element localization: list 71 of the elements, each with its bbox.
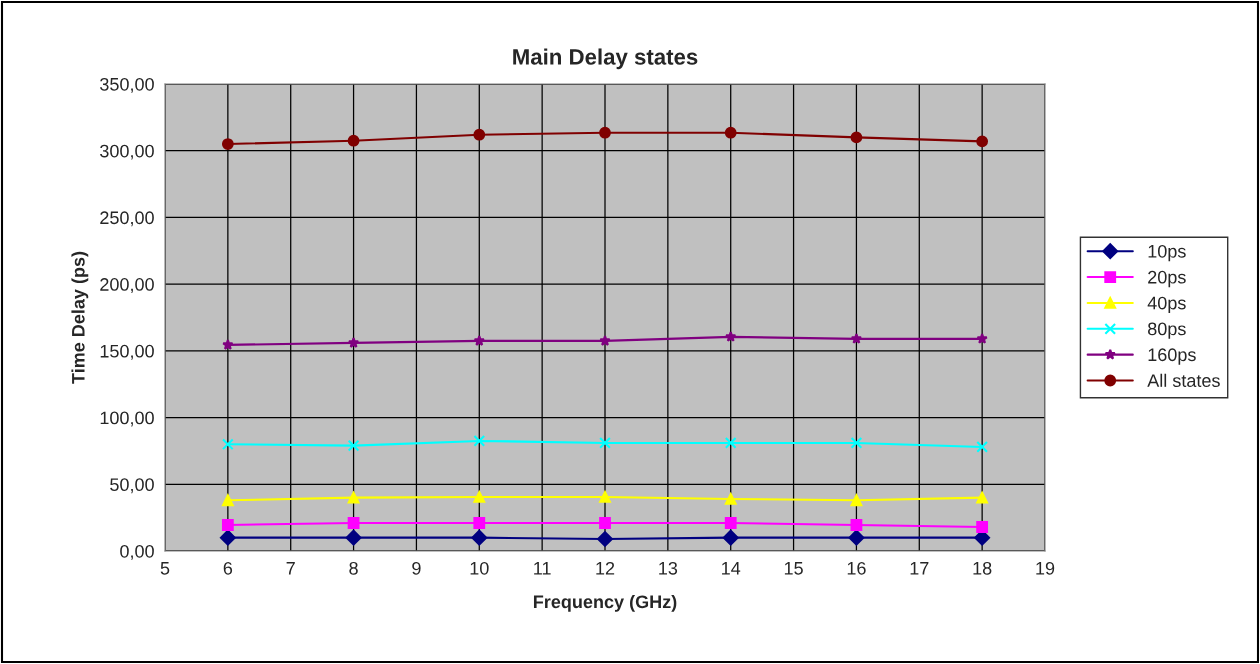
x-tick-label: 8 — [349, 561, 358, 575]
x-tick-label: 6 — [223, 561, 233, 575]
point — [850, 131, 863, 144]
point — [221, 438, 234, 451]
point — [976, 135, 989, 148]
x-axis-title: Frequency (GHz) — [533, 594, 677, 612]
point — [850, 332, 863, 344]
legend-label: All states — [1147, 373, 1220, 387]
legend-label: 20ps — [1148, 270, 1186, 288]
point — [221, 138, 234, 150]
point — [976, 521, 989, 533]
point — [347, 491, 360, 504]
point — [850, 494, 863, 507]
point — [219, 529, 236, 546]
legend-label: 160ps — [1148, 348, 1196, 365]
point — [599, 437, 611, 449]
y-tick-label: 150,00 — [100, 344, 154, 360]
point — [724, 517, 737, 529]
y-tick-label: 100,00 — [100, 411, 154, 427]
y-tick-label: 250,00 — [100, 211, 154, 227]
point — [850, 519, 863, 531]
x-tick-label: 7 — [286, 562, 295, 575]
x-tick-label: 19 — [1036, 561, 1055, 575]
point — [347, 517, 360, 529]
y-tick-label: 300,00 — [100, 144, 154, 160]
point — [347, 134, 360, 147]
point — [976, 491, 989, 504]
point — [850, 437, 863, 449]
point — [599, 517, 611, 529]
point — [222, 338, 234, 350]
x-tick-label: 14 — [722, 562, 741, 575]
y-tick-label: 50,00 — [110, 478, 154, 494]
point — [725, 330, 737, 342]
point — [347, 336, 360, 348]
point — [473, 517, 486, 529]
point — [345, 529, 362, 546]
y-tick-label: 200,00 — [100, 278, 154, 293]
point — [221, 494, 234, 507]
x-tick-label: 13 — [659, 561, 678, 575]
point — [976, 332, 988, 344]
point — [976, 441, 989, 453]
y-tick-label: 0,00 — [120, 544, 154, 560]
point — [473, 334, 485, 346]
point — [599, 491, 611, 503]
point — [722, 529, 739, 546]
point — [848, 529, 865, 546]
y-axis-title: Time Delay (ps) — [71, 251, 89, 384]
point — [347, 439, 360, 452]
point — [599, 334, 611, 346]
x-tick-label: 5 — [160, 562, 170, 575]
x-tick-label: 9 — [412, 561, 421, 575]
point — [724, 437, 737, 449]
y-tick-label: 350,00 — [100, 77, 154, 93]
chart-title: Main Delay states — [513, 48, 698, 70]
point — [473, 435, 486, 447]
point — [597, 531, 613, 547]
point — [221, 519, 234, 531]
legend-label: 10ps — [1148, 244, 1186, 262]
x-tick-label: 11 — [534, 562, 551, 575]
point — [473, 128, 486, 141]
point — [471, 529, 488, 546]
x-tick-label: 18 — [973, 561, 992, 575]
x-tick-label: 12 — [596, 561, 615, 575]
x-tick-label: 17 — [910, 562, 929, 575]
x-tick-label: 10 — [470, 561, 489, 575]
point — [599, 126, 611, 139]
point — [724, 126, 737, 139]
x-tick-label: 16 — [847, 561, 866, 575]
x-tick-label: 15 — [784, 562, 803, 575]
legend-label: 40ps — [1147, 296, 1186, 313]
legend-label: 80ps — [1148, 322, 1186, 339]
